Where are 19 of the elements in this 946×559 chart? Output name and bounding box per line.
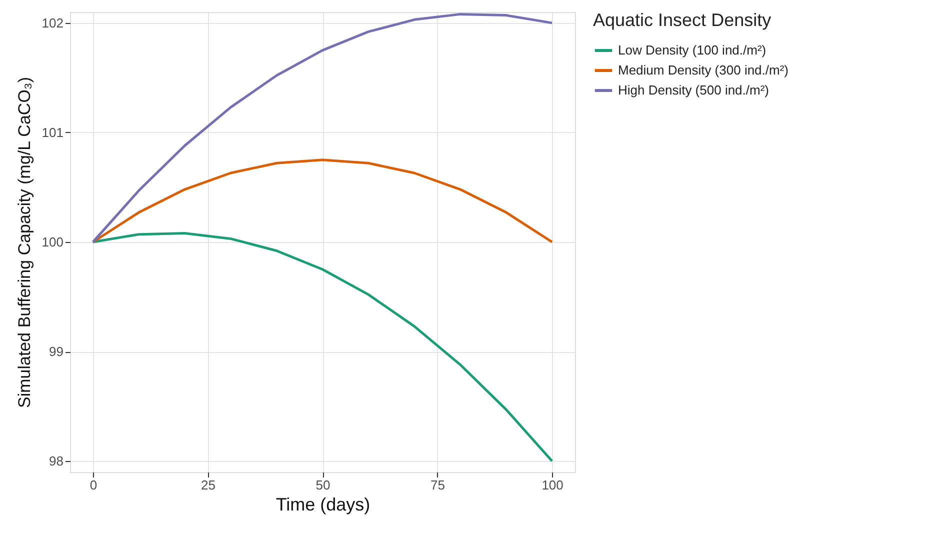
legend-label: Low Density (100 ind./m²) xyxy=(618,42,766,58)
line-series xyxy=(92,12,554,244)
line-series xyxy=(92,232,554,462)
x-tick-label: 50 xyxy=(316,478,330,492)
line-series xyxy=(92,158,554,244)
y-axis-title: Simulated Buffering Capacity (mg/L CaCO₃) xyxy=(14,76,34,408)
x-axis-title: Time (days) xyxy=(276,494,370,514)
y-tick-label: 100 xyxy=(42,234,64,250)
x-tick-label: 100 xyxy=(542,478,564,492)
legend-title: Aquatic Insect Density xyxy=(593,10,772,30)
legend-label: High Density (500 ind./m²) xyxy=(618,82,769,98)
y-tick-label: 98 xyxy=(49,454,64,469)
y-tick-label: 101 xyxy=(42,124,64,140)
x-tick-label: 75 xyxy=(430,478,446,492)
x-tick-label: 25 xyxy=(200,478,216,492)
y-tick-label: 102 xyxy=(42,15,64,30)
x-tick-label: 0 xyxy=(90,478,98,492)
y-tick-label: 99 xyxy=(49,344,64,360)
legend-label: Medium Density (300 ind./m²) xyxy=(618,62,788,78)
